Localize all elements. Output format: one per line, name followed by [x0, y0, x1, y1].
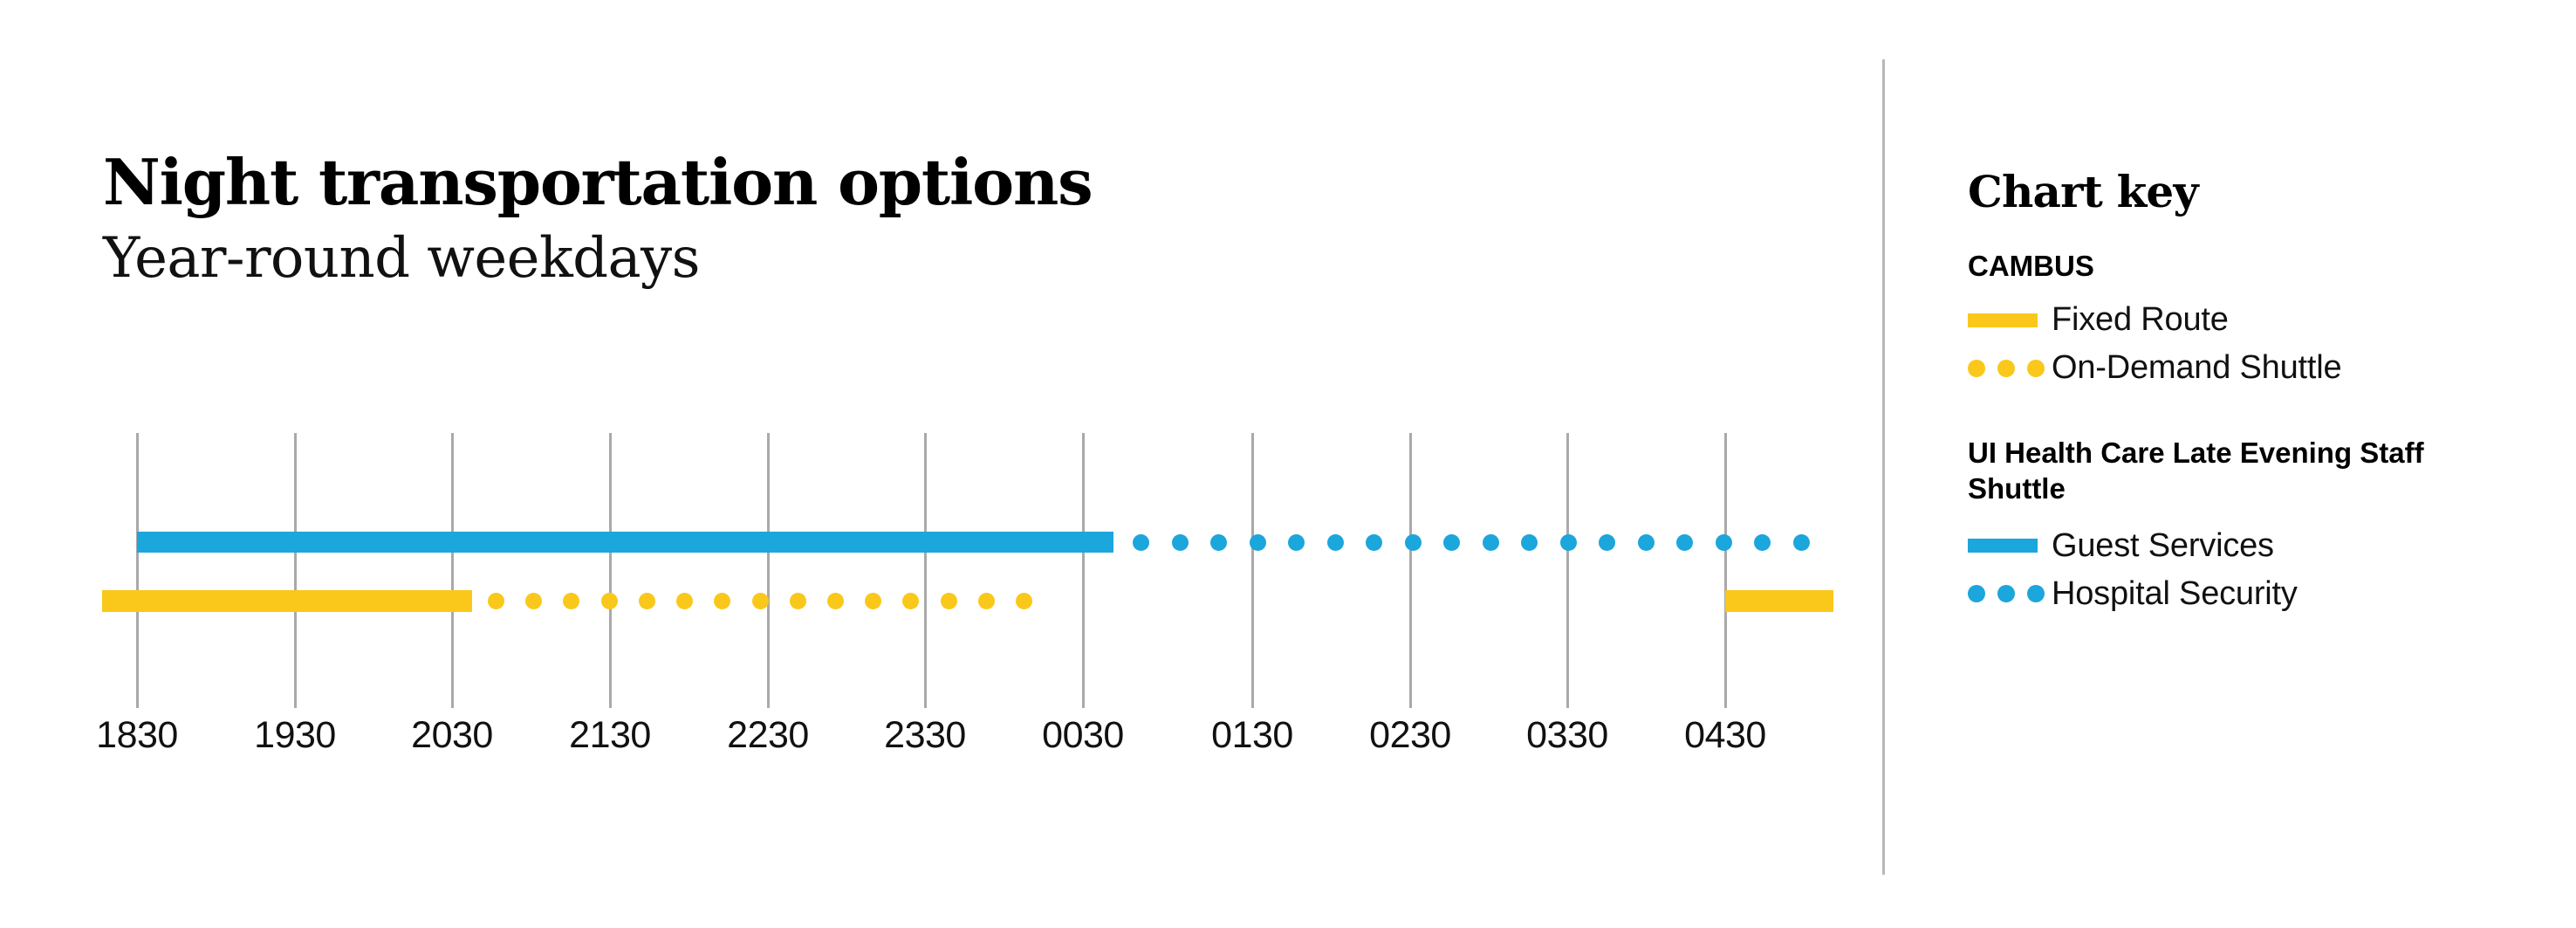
legend-dot [2027, 585, 2045, 603]
chart-key-group: UI Health Care Late Evening Staff Shuttl… [1968, 436, 2526, 618]
legend-bar-swatch [1968, 539, 2038, 553]
chart-key-row[interactable]: On-Demand Shuttle [1968, 344, 2526, 392]
x-axis-tick-label: 2030 [411, 714, 493, 756]
chart-key-title: Chart key [1968, 166, 2199, 217]
bar-dot [789, 593, 806, 609]
x-axis-tick-label: 0130 [1211, 714, 1293, 756]
x-axis-tick-label: 1830 [96, 714, 178, 756]
legend-solid-bar-icon [1968, 300, 2052, 340]
chart-key-row[interactable]: Guest Services [1968, 522, 2526, 570]
chart-key: Chart key CAMBUS Fixed Route On-Demand Shu… [1968, 166, 2526, 651]
bar-dot [1016, 593, 1032, 609]
legend-dot [2027, 359, 2045, 377]
bar-dot [714, 593, 731, 609]
legend-dots-swatch [1968, 359, 2045, 377]
bar-dot [638, 593, 655, 609]
bar-dot [1404, 533, 1422, 551]
bar-dot [1482, 533, 1499, 551]
gridline-0130 [1251, 433, 1254, 708]
bar-dot [600, 593, 618, 609]
bar-dot [940, 593, 957, 609]
title-block: Night transportation options Year-round … [103, 150, 1761, 289]
bar-dot [1637, 533, 1655, 551]
bar-dot [1559, 533, 1577, 551]
legend-bar-swatch [1968, 313, 2038, 327]
bar-segment-solid [137, 532, 1113, 553]
chart-key-group-title: UI Health Care Late Evening Staff Shuttl… [1968, 437, 2424, 505]
gridline-2330 [924, 433, 927, 708]
chart-key-label: Guest Services [2052, 526, 2274, 564]
gridline-1830 [136, 433, 139, 708]
chart-key-label: On-Demand Shuttle [2052, 349, 2342, 387]
legend-dot [1997, 585, 2015, 603]
gridline-0430 [1724, 433, 1727, 708]
bar-dot [1249, 533, 1266, 551]
bar-dot [865, 593, 882, 609]
x-axis-tick-label: 0430 [1684, 714, 1766, 756]
bar-dot [1171, 533, 1189, 551]
bar-dot [1210, 533, 1228, 551]
gridline-0230 [1409, 433, 1412, 708]
bar-dot [1599, 533, 1616, 551]
legend-dotted-line-icon [1968, 574, 2052, 614]
bar-dot [1793, 533, 1810, 551]
x-axis-tick-label: 2330 [884, 714, 966, 756]
bar-dot [1443, 533, 1461, 551]
chart-key-row[interactable]: Hospital Security [1968, 570, 2526, 618]
bar-segment-dotted [1133, 532, 1810, 553]
x-axis-tick-label: 0230 [1369, 714, 1451, 756]
gridline-1930 [294, 433, 297, 708]
bar-dot [488, 593, 504, 609]
bar-dot [1676, 533, 1694, 551]
gridline-0030 [1082, 433, 1085, 708]
gridline-2130 [609, 433, 612, 708]
chart-key-groups: CAMBUS Fixed Route On-Demand Shuttle UI Hea… [1968, 249, 2526, 618]
page-title: Night transportation options [103, 145, 1093, 219]
x-axis-tick-label: 0330 [1526, 714, 1608, 756]
legend-dot [1968, 359, 1985, 377]
bar-segment-solid [102, 590, 472, 612]
x-axis-tick-label: 2130 [569, 714, 651, 756]
chart-key-group-title: CAMBUS [1968, 250, 2094, 282]
bar-dot [1288, 533, 1305, 551]
chart-key-label: Fixed Route [2052, 301, 2229, 339]
bar-dot [1521, 533, 1538, 551]
legend-dots-swatch [1968, 585, 2045, 603]
chart-key-row[interactable]: Fixed Route [1968, 296, 2526, 344]
bar-dot [1326, 533, 1344, 551]
page-subtitle: Year-round weekdays [103, 226, 700, 292]
bar-dot [751, 593, 769, 609]
chart-plot-area: 1830 1930 2030 2130 2230 2330 0030 0130 0230 0330… [96, 433, 1833, 756]
bar-segment-solid [1725, 590, 1833, 612]
bar-dot [1366, 533, 1383, 551]
bar-segment-dotted [488, 590, 1032, 612]
bar-dot [563, 593, 580, 609]
bar-dot [902, 593, 920, 609]
bar-dot [525, 593, 543, 609]
x-axis-tick-label: 0030 [1042, 714, 1124, 756]
gridline-2030 [451, 433, 454, 708]
bar-dot [1754, 533, 1771, 551]
chart-key-group: CAMBUS Fixed Route On-Demand Shuttle [1968, 249, 2526, 392]
legend-dotted-line-icon [1968, 348, 2052, 388]
gridline-0330 [1566, 433, 1569, 708]
x-axis-tick-label: 1930 [254, 714, 336, 756]
legend-solid-bar-icon [1968, 526, 2052, 566]
x-axis-tick-label: 2230 [727, 714, 809, 756]
gridline-2230 [767, 433, 770, 708]
bar-dot [1133, 533, 1149, 551]
bar-dot [826, 593, 844, 609]
legend-dot [1997, 359, 2015, 377]
bar-dot [676, 593, 694, 609]
chart-key-label: Hospital Security [2052, 574, 2298, 612]
legend-dot [1968, 585, 1985, 603]
vertical-divider [1882, 59, 1885, 875]
bar-dot [1715, 533, 1732, 551]
bar-dot [977, 593, 995, 609]
